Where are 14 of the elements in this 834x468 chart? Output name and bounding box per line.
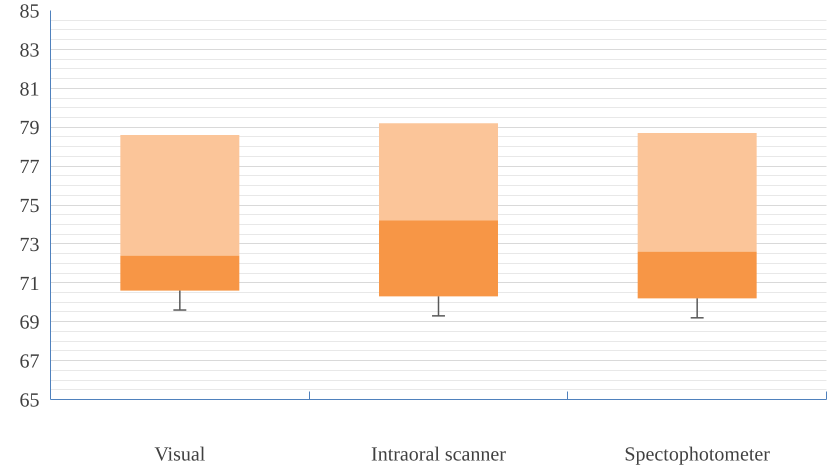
y-tick-label: 71: [20, 272, 40, 295]
x-tick-label: Visual: [154, 444, 206, 466]
y-tick-label: 83: [20, 39, 40, 62]
y-tick-label: 65: [20, 390, 40, 412]
y-tick-label: 85: [20, 0, 40, 22]
y-tick-label: 79: [20, 117, 40, 140]
x-tick-label: Intraoral scanner: [371, 444, 506, 466]
y-tick-label: 67: [20, 350, 40, 373]
y-tick-label: 69: [20, 312, 40, 334]
y-tick-label: 75: [20, 195, 40, 217]
y-tick-label: 73: [20, 234, 40, 256]
y-tick-label: 81: [20, 78, 40, 100]
y-tick-label: 77: [20, 156, 40, 178]
x-tick-label: Spectophotometer: [624, 444, 770, 466]
